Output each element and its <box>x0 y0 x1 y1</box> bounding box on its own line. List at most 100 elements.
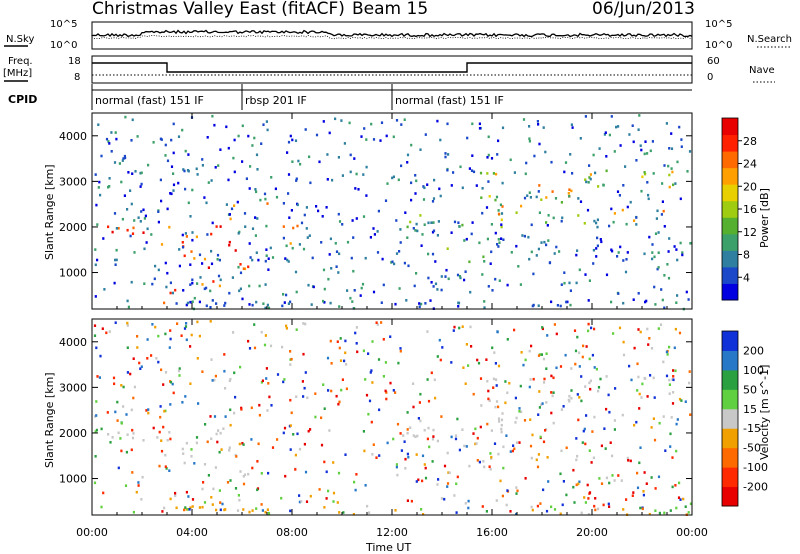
velocity-cell <box>412 405 415 409</box>
velocity-cell <box>541 402 544 405</box>
power-cell <box>382 283 385 287</box>
power-colorbar-swatch <box>722 151 738 169</box>
velocity-cell <box>219 501 222 504</box>
velocity-cell <box>385 391 388 394</box>
velocity-cell <box>93 334 97 337</box>
velocity-cell <box>508 381 511 385</box>
velocity-cell <box>265 377 268 380</box>
power-cell <box>452 171 455 174</box>
power-cell <box>299 162 302 166</box>
velocity-cell <box>303 386 306 390</box>
power-cell <box>447 277 450 281</box>
velocity-cell <box>120 449 123 453</box>
velocity-cell <box>223 508 226 512</box>
velocity-cell <box>499 479 502 483</box>
power-cell <box>127 171 130 174</box>
power-cell <box>616 255 619 258</box>
power-cell <box>398 287 401 290</box>
power-cell <box>520 204 523 208</box>
velocity-cell <box>573 501 576 504</box>
velocity-cell <box>198 334 201 338</box>
power-cell <box>338 252 341 256</box>
power-cell <box>487 285 490 288</box>
velocity-cell <box>565 446 568 450</box>
power-cell <box>668 147 671 150</box>
velocity-cell <box>169 329 172 332</box>
power-cell <box>481 211 484 215</box>
velocity-cell <box>203 463 207 466</box>
velocity-cell <box>140 498 143 501</box>
velocity-cell <box>594 497 597 500</box>
velocity-cell <box>487 389 490 393</box>
power-cell <box>608 224 611 228</box>
power-cell <box>140 210 143 213</box>
power-cell <box>193 257 196 260</box>
velocity-cell <box>181 401 184 404</box>
velocity-cell <box>636 389 639 392</box>
power-cell <box>584 178 587 181</box>
velocity-cell <box>232 331 235 334</box>
velocity-cell <box>477 361 481 365</box>
velocity-cell <box>530 456 533 460</box>
power-colorbar-swatch <box>722 134 738 152</box>
power-cell <box>500 237 503 240</box>
power-cell <box>668 237 671 240</box>
velocity-cell <box>267 382 270 385</box>
power-cell <box>296 203 299 207</box>
power-cell <box>298 243 301 246</box>
velocity-cell <box>251 509 254 512</box>
velocity-cell <box>506 338 509 341</box>
velocity-cell <box>362 430 365 433</box>
velocity-cell <box>93 324 97 327</box>
velocity-cell <box>94 430 97 433</box>
velocity-cell <box>251 466 254 470</box>
power-cell <box>536 120 539 123</box>
velocity-cell <box>412 434 415 437</box>
velocity-cell <box>608 410 611 414</box>
velocity-cell <box>146 338 149 341</box>
power-cell <box>413 284 416 288</box>
power-cell <box>372 227 375 230</box>
power-cell <box>400 164 403 168</box>
power-cell <box>304 128 307 131</box>
power-cell <box>160 199 163 203</box>
power-cell <box>355 172 358 176</box>
velocity-cell <box>531 508 534 512</box>
power-cell <box>203 287 206 291</box>
velocity-cell <box>650 426 653 429</box>
velocity-cell <box>603 427 606 430</box>
velocity-cell <box>638 392 641 396</box>
power-cell <box>439 194 442 198</box>
velocity-cell <box>587 322 590 326</box>
power-cell <box>595 221 598 225</box>
velocity-cell <box>117 466 120 470</box>
power-cell <box>394 302 397 306</box>
velocity-cell <box>126 324 129 327</box>
velocity-cell <box>570 397 573 400</box>
velocity-cell <box>654 509 657 512</box>
power-cell <box>227 178 230 182</box>
power-cell <box>267 306 271 310</box>
power-cell <box>496 243 499 246</box>
velocity-cell <box>657 475 661 479</box>
velocity-cell <box>545 367 548 370</box>
velocity-cell <box>440 497 443 500</box>
power-cell <box>592 262 595 265</box>
velocity-cell <box>497 452 500 456</box>
power-cell <box>201 283 204 286</box>
velocity-cell <box>304 322 307 326</box>
power-cell <box>218 258 221 262</box>
velocity-cell <box>253 323 256 326</box>
velocity-y-label: Slant Range [km] <box>43 372 56 468</box>
power-cell <box>459 276 462 280</box>
power-cell <box>312 285 315 289</box>
velocity-cell <box>689 413 692 416</box>
velocity-cell <box>529 444 533 448</box>
velocity-cell <box>485 358 488 361</box>
velocity-cell <box>622 353 626 357</box>
velocity-cell <box>169 380 173 384</box>
power-cell <box>502 238 505 241</box>
velocity-cell <box>126 371 129 374</box>
velocity-cell <box>292 433 295 436</box>
